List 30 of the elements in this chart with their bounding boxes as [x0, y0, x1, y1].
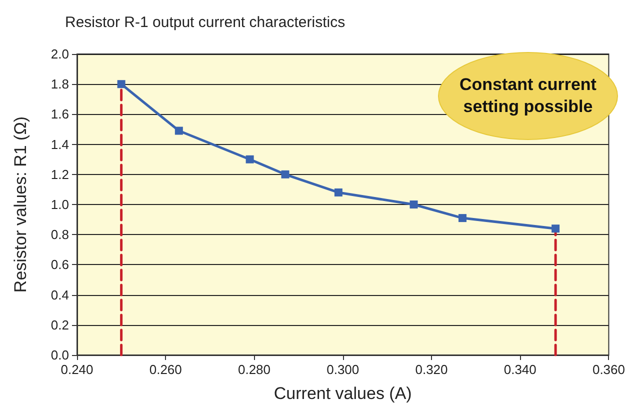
y-tick-label: 1.2 [50, 166, 69, 182]
y-axis-title: Resistor values: R1 (Ω) [11, 116, 30, 293]
x-tick-label: 0.340 [504, 362, 536, 377]
x-tick-label: 0.300 [326, 362, 360, 377]
x-tick-label: 0.320 [415, 362, 448, 377]
x-tick-label: 0.280 [238, 362, 271, 377]
y-tick-label: 0.8 [50, 227, 69, 242]
annotation: Constant current setting possible [458, 74, 598, 118]
y-tick-label: 0.0 [50, 348, 69, 362]
x-tick-label: 0.260 [149, 362, 182, 377]
x-axis-title: Current values (A) [274, 384, 412, 403]
point [246, 155, 254, 164]
point [281, 170, 290, 178]
y-tick-label: 2.0 [50, 46, 69, 62]
y-tick-label: 1.8 [50, 76, 69, 92]
y-tick-label: 0.6 [50, 257, 69, 272]
chart-title: Resistor R-1 output current characteristics [65, 14, 346, 31]
point [334, 188, 342, 196]
point [458, 214, 467, 222]
y-tick-label: 1.4 [50, 136, 69, 152]
point [117, 80, 126, 88]
y-tick-label: 1.0 [50, 197, 69, 212]
x-tick-label: 0.360 [592, 362, 626, 377]
y-tick-label: 1.6 [50, 106, 69, 122]
point [174, 126, 183, 135]
y-tick-label: 0.2 [50, 317, 69, 332]
x-tick-label: 0.240 [60, 362, 94, 377]
point [410, 200, 418, 208]
y-tick-label: 0.4 [50, 287, 69, 302]
point [552, 224, 560, 233]
